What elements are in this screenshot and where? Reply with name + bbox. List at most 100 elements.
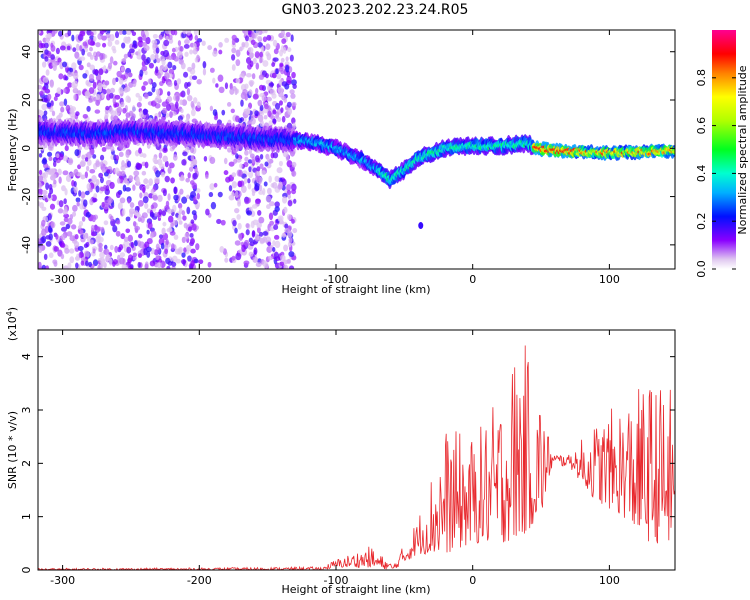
spectrogram-noise-cell <box>207 45 213 51</box>
spectrogram-noise-cell <box>251 190 256 197</box>
spectrogram-noise-cell <box>65 174 72 183</box>
spectrogram-noise-cell <box>41 235 47 244</box>
spectrogram-noise-cell <box>59 242 66 248</box>
spectrogram-noise-cell <box>181 210 186 216</box>
spectrogram-noise-cell <box>171 261 177 267</box>
spectrogram-noise-cell <box>61 185 66 192</box>
spectrogram-noise-cell <box>208 191 214 198</box>
spectrogram-noise-cell <box>99 161 104 167</box>
spectrogram-noise-cell <box>217 191 223 198</box>
spectrogram-noise-cell <box>190 238 195 245</box>
spectrogram-noise-cell <box>190 100 195 108</box>
spectrogram-noise-cell <box>96 233 101 240</box>
spectrogram-noise-cell <box>70 107 75 116</box>
spectrogram-noise-cell <box>118 86 124 94</box>
spectrogram-noise-cell <box>150 54 156 61</box>
spectrogram-y-tick-label: -20 <box>20 188 33 206</box>
spectrogram-noise-cell <box>47 151 53 157</box>
spectrogram-noise-cell <box>194 34 199 41</box>
spectrogram-noise-cell <box>76 201 80 207</box>
spectrogram-noise-cell <box>183 247 187 253</box>
spectrogram-noise-cell <box>228 161 235 167</box>
spectrogram-noise-cell <box>229 88 235 95</box>
spectrogram-noise-cell <box>247 183 252 190</box>
spectrogram-noise-cell <box>187 66 193 72</box>
snr-x-tick-label: -200 <box>187 574 212 587</box>
snr-x-tick-label: 0 <box>469 574 476 587</box>
spectrogram-noise-cell <box>254 198 261 205</box>
spectrogram-noise-cell <box>146 229 150 235</box>
spectrogram-noise-cell <box>45 265 50 269</box>
spectrogram-noise-cell <box>73 185 78 194</box>
spectrogram-noise-cell <box>219 245 225 253</box>
spectrogram-noise-cell <box>284 227 291 233</box>
spectrogram-noise-cell <box>60 226 67 232</box>
spectrogram-noise-cell <box>178 220 183 225</box>
spectrogram-noise-cell <box>38 169 43 176</box>
spectrogram-x-tick-label: -300 <box>50 273 75 286</box>
spectrogram-noise-cell <box>254 51 260 58</box>
spectrogram-noise-cell <box>212 50 218 57</box>
spectrogram-noise-cell <box>105 185 110 192</box>
spectrogram-noise-cell <box>144 202 149 209</box>
spectrogram-noise-cell <box>272 181 278 189</box>
spectrogram-noise-cell <box>189 232 194 238</box>
spectrogram-noise-cell <box>112 77 116 86</box>
spectrogram-noise-cell <box>218 86 225 94</box>
spectrogram-noise-cell <box>243 177 248 184</box>
spectrogram-noise-cell <box>258 231 264 237</box>
spectrogram-noise-cell <box>78 220 84 227</box>
spectrogram-noise-cell <box>120 233 126 240</box>
spectrogram-noise-cell <box>67 157 74 166</box>
spectrogram-ridge-cell <box>671 150 675 154</box>
spectrogram-noise-cell <box>115 77 119 83</box>
spectrogram-noise-cell <box>84 171 89 179</box>
spectrogram-noise-cell <box>184 51 189 57</box>
spectrogram-noise-cell <box>173 194 179 201</box>
spectrogram-noise-cell <box>181 252 186 258</box>
spectrogram-noise-cell <box>278 160 283 167</box>
spectrogram-noise-cell <box>101 168 107 173</box>
spectrogram-noise-cell <box>38 109 44 116</box>
snr-x-tick-label: -100 <box>324 574 349 587</box>
spectrogram-noise-cell <box>112 224 118 233</box>
spectrogram-noise-cell <box>132 184 136 191</box>
spectrogram-noise-cell <box>263 181 268 187</box>
spectrogram-noise-cell <box>281 115 286 123</box>
spectrogram-noise-cell <box>143 247 148 256</box>
spectrogram-noise-cell <box>118 244 123 251</box>
spectrogram-noise-cell <box>50 44 56 52</box>
spectrogram-y-ticks: -40 -20 0 20 40 <box>20 45 675 254</box>
spectrogram-noise-cell <box>39 90 44 96</box>
spectrogram-noise-cell <box>273 224 279 231</box>
spectrogram-noise-cell <box>186 206 191 215</box>
spectrogram-noise-cell <box>67 262 72 269</box>
spectrogram-noise-cell <box>52 259 58 265</box>
spectrogram-noise-cell <box>224 82 229 90</box>
spectrogram-noise-cell <box>190 109 196 117</box>
spectrogram-noise-cell <box>165 239 169 246</box>
spectrogram-noise-cell <box>45 69 50 76</box>
spectrogram-noise-cell <box>158 234 164 239</box>
spectrogram-noise-cell <box>116 107 123 114</box>
spectrogram-noise-cell <box>115 230 121 237</box>
spectrogram-noise-cell <box>258 190 264 195</box>
spectrogram-noise-cell <box>190 155 194 161</box>
spectrogram-noise-cell <box>79 203 85 210</box>
spectrogram-noise-cell <box>266 96 272 102</box>
spectrogram-noise-cell <box>187 226 193 232</box>
spectrogram-noise-cell <box>136 102 142 108</box>
spectrogram-noise-cell <box>248 251 254 257</box>
spectrogram-noise-cell <box>137 48 141 57</box>
spectrogram-noise-cell <box>274 201 280 208</box>
spectrogram-noise-cell <box>141 85 146 91</box>
spectrogram-noise-cell <box>62 61 68 68</box>
spectrogram-noise-cell <box>132 221 137 227</box>
spectrogram-noise-cell <box>126 160 132 168</box>
spectrogram-noise-cell <box>80 174 86 180</box>
spectrogram-noise-cell <box>190 191 197 199</box>
spectrogram-noise-cell <box>283 244 289 252</box>
spectrogram-noise-cell <box>88 261 93 267</box>
spectrogram-noise-cell <box>287 107 293 115</box>
spectrogram-noise-cell <box>251 73 256 80</box>
